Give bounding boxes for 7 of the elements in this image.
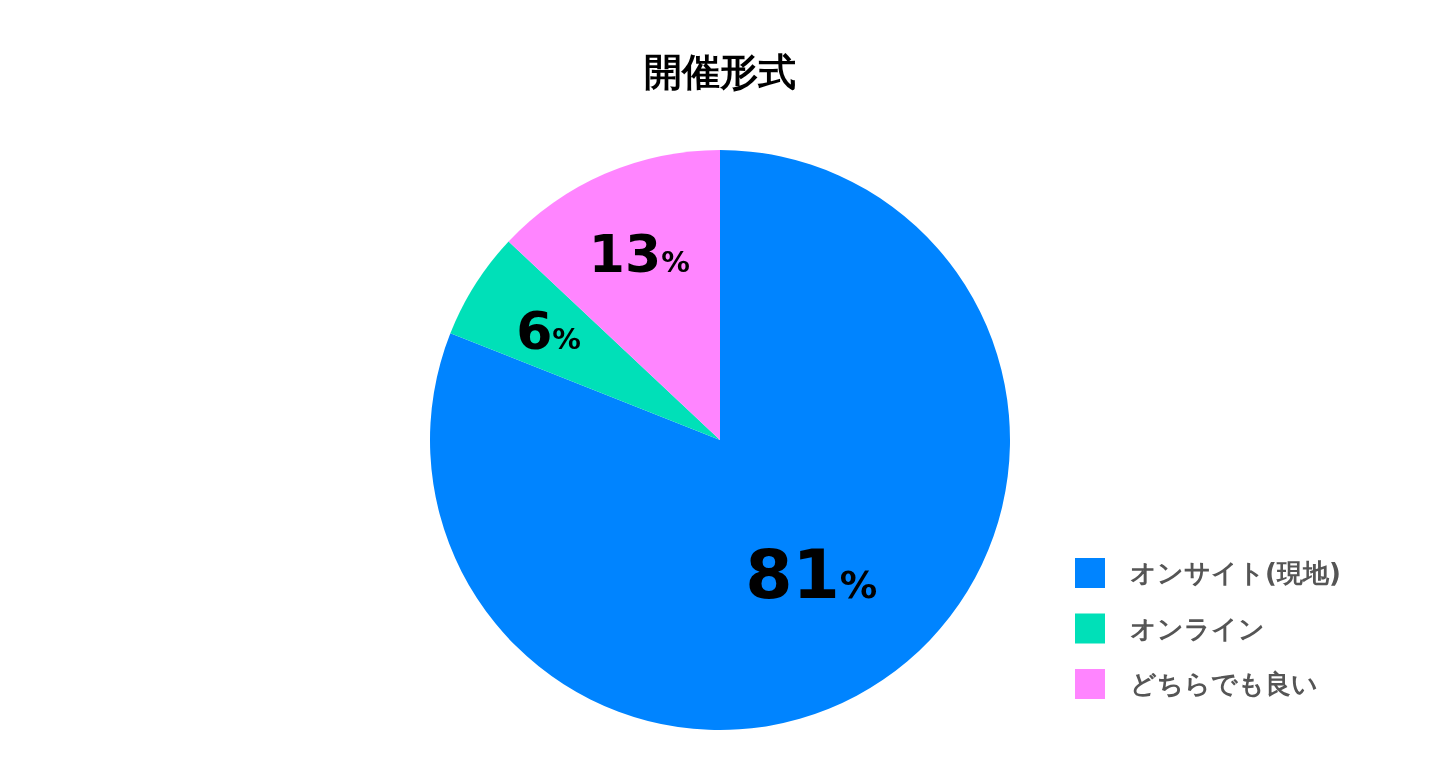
data-label: 13% [588, 223, 690, 284]
data-label: 6% [516, 301, 582, 362]
data-label: 81% [745, 535, 878, 615]
legend-label: どちらでも良い [1130, 669, 1318, 699]
legend-label: オンサイト(現地) [1130, 558, 1341, 588]
legend-label: オンライン [1130, 613, 1265, 644]
chart-title: 開催形式 [644, 50, 796, 94]
